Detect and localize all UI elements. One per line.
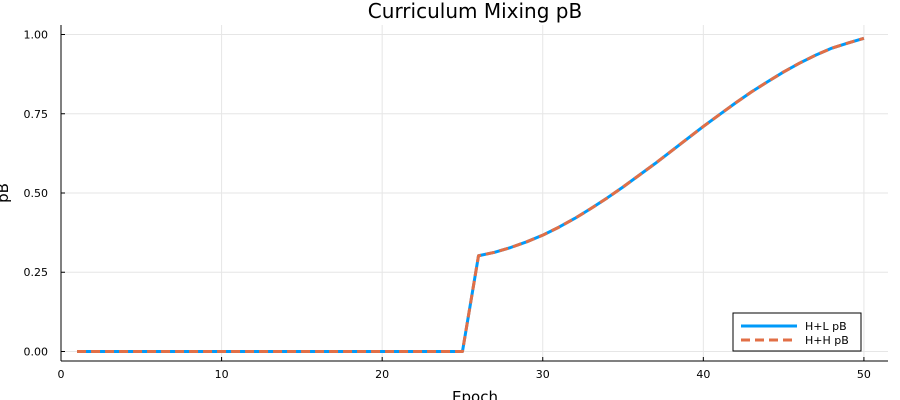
series [77,36,865,353]
x-tick-label: 40 [696,368,710,381]
y-tick-label: 1.00 [24,29,49,42]
y-tick-label: 0.25 [24,266,49,279]
x-tick-label: 0 [58,368,65,381]
legend-box [732,312,862,352]
legend-label-h-h: H+H pB [805,334,849,347]
y-axis-label: pB [0,183,12,203]
y-tick-label: 0.50 [24,187,49,200]
x-tick-label: 20 [375,368,389,381]
x-tick-label: 30 [536,368,550,381]
x-tick-label: 50 [857,368,871,381]
legend: H+L pB H+H pB [732,312,862,352]
legend-label-h-l: H+L pB [805,320,847,333]
series-line-h-h-pb [77,36,865,353]
y-tick-label: 0.75 [24,108,49,121]
chart-title: Curriculum Mixing pB [368,0,582,23]
ticks: 0 10 20 30 40 50 0.00 0.25 0.50 0.75 1.00 [24,29,871,381]
x-axis-label: Epoch [452,388,498,400]
x-tick-label: 10 [215,368,229,381]
grid [60,25,888,361]
y-tick-label: 0.00 [24,345,49,358]
series-line-h-l-pb [77,36,865,353]
